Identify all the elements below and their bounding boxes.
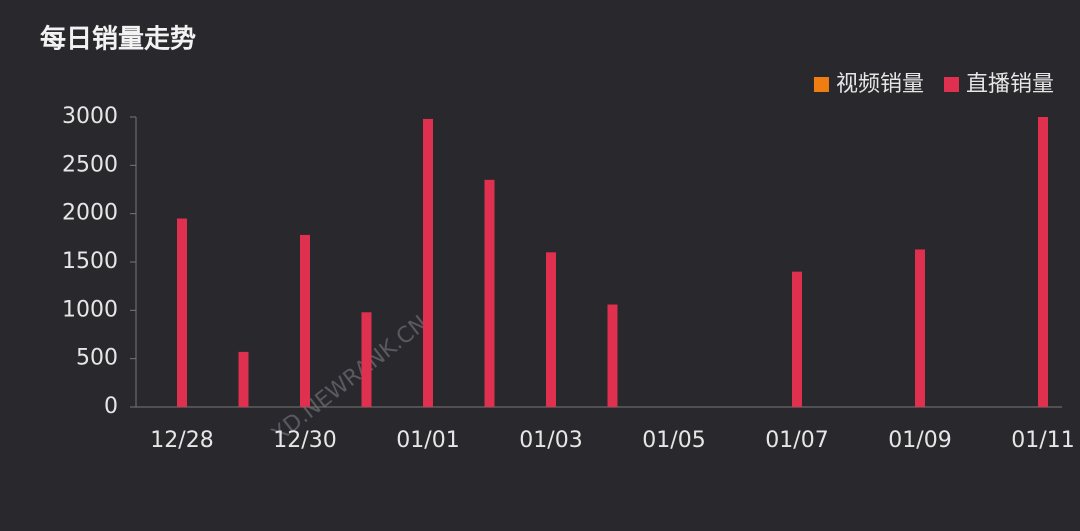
bar — [546, 252, 556, 407]
bar — [915, 249, 925, 407]
y-tick-label: 2500 — [62, 152, 118, 177]
x-tick-label: 01/01 — [396, 428, 459, 453]
bar — [238, 351, 249, 407]
chart-title: 每日销量走势 — [40, 24, 196, 55]
bar — [361, 312, 372, 407]
x-tick-label: 01/07 — [765, 428, 828, 453]
legend-label: 视频销量 — [836, 72, 924, 97]
x-tick-label: 12/28 — [150, 428, 213, 453]
y-tick-label: 1500 — [62, 249, 118, 274]
y-tick-label: 0 — [104, 394, 118, 419]
y-tick-label: 3000 — [62, 104, 118, 129]
x-tick-label: 01/05 — [642, 428, 705, 453]
legend-swatch — [943, 77, 959, 92]
bar — [1038, 117, 1048, 407]
y-tick-label: 500 — [76, 346, 118, 371]
bar — [423, 118, 433, 407]
x-tick-label: 01/11 — [1011, 428, 1074, 453]
x-tick-label: 01/09 — [888, 428, 951, 453]
bar — [177, 218, 187, 407]
legend-swatch — [813, 77, 829, 92]
bar — [300, 234, 310, 407]
x-tick-label: 01/03 — [519, 428, 582, 453]
y-tick-label: 1000 — [62, 297, 118, 322]
y-tick-label: 2000 — [62, 201, 118, 226]
legend-label: 直播销量 — [966, 72, 1054, 97]
bar — [792, 271, 802, 407]
bar — [607, 304, 618, 407]
bar — [484, 179, 495, 407]
x-tick-label: 12/30 — [273, 428, 336, 453]
